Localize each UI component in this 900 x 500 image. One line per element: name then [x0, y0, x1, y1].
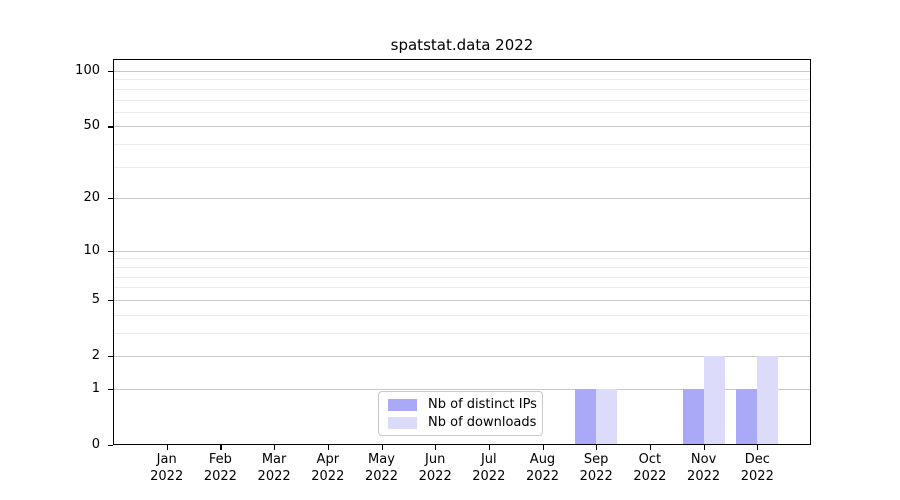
x-tick-mark	[596, 445, 598, 450]
y-tick-mark	[108, 299, 113, 301]
y-tick-mark	[108, 126, 113, 128]
x-tick-label: Dec 2022	[717, 451, 797, 485]
x-tick-mark	[649, 445, 652, 450]
x-tick-mark	[327, 445, 329, 450]
minor-gridline	[113, 258, 811, 260]
bar-downloads	[757, 356, 779, 445]
x-tick-label: Jan 2022	[127, 451, 207, 485]
x-tick-month: Oct	[638, 452, 662, 467]
legend-swatch-downloads	[388, 416, 417, 429]
major-gridline	[113, 356, 811, 357]
minor-gridline	[113, 144, 811, 146]
y-tick-label: 0	[91, 437, 100, 452]
x-tick-year: 2022	[150, 469, 184, 484]
x-tick-mark	[435, 445, 437, 450]
x-tick-year: 2022	[687, 469, 721, 484]
y-tick-mark	[108, 198, 113, 200]
y-tick-label: 50	[83, 118, 100, 134]
x-tick-label: Nov 2022	[664, 451, 744, 485]
x-tick-year: 2022	[525, 469, 560, 484]
x-tick-month: Dec	[744, 452, 770, 467]
y-tick-label: 2	[91, 348, 100, 363]
major-gridline	[113, 71, 811, 72]
x-tick-month: Nov	[690, 452, 717, 467]
x-tick-month: May	[368, 452, 395, 467]
x-tick-month: Jan	[156, 452, 177, 467]
x-tick-month: Feb	[208, 452, 232, 467]
major-gridline	[113, 299, 811, 301]
bar-distinct-ips	[682, 388, 704, 445]
x-tick-mark	[220, 445, 222, 450]
major-gridline	[113, 126, 811, 128]
x-tick-mark	[381, 445, 383, 450]
minor-gridline	[113, 266, 811, 268]
x-tick-month: Apr	[316, 452, 340, 467]
x-tick-mark	[166, 445, 168, 450]
x-tick-year: 2022	[740, 469, 774, 484]
x-tick-label: May 2022	[342, 451, 422, 485]
y-tick-label: 100	[75, 63, 100, 78]
legend-label-downloads: Nb of downloads	[428, 415, 537, 430]
y-tick-mark	[108, 356, 113, 358]
x-tick-year: 2022	[257, 469, 291, 484]
major-gridline	[113, 250, 811, 252]
x-tick-label: Feb 2022	[180, 451, 260, 485]
minor-gridline	[113, 287, 811, 289]
major-gridline	[113, 388, 811, 390]
x-tick-label: Apr 2022	[288, 451, 368, 485]
legend: Nb of distinct IPs Nb of downloads	[378, 391, 543, 436]
x-tick-year: 2022	[311, 469, 345, 484]
minor-gridline	[113, 314, 811, 316]
minor-gridline	[113, 332, 811, 334]
x-tick-month: Aug	[529, 452, 556, 467]
minor-gridline	[113, 79, 811, 81]
minor-gridline	[113, 111, 811, 113]
y-tick-label: 10	[83, 242, 100, 258]
bar-distinct-ips	[736, 388, 758, 445]
x-tick-label: Sep 2022	[556, 451, 636, 485]
x-tick-mark	[488, 445, 490, 450]
x-tick-year: 2022	[472, 469, 506, 484]
x-tick-label: Jul 2022	[449, 451, 529, 485]
x-tick-label: Aug 2022	[503, 451, 583, 485]
y-tick-mark	[108, 250, 113, 252]
x-tick-label: Oct 2022	[610, 451, 690, 485]
y-tick-label: 5	[91, 291, 100, 307]
x-tick-year: 2022	[364, 469, 399, 484]
x-tick-label: Jun 2022	[395, 451, 475, 485]
legend-label-distinct-ips: Nb of distinct IPs	[428, 397, 537, 412]
bar-downloads	[703, 356, 725, 445]
x-tick-label: Mar 2022	[234, 451, 314, 485]
x-tick-year: 2022	[579, 469, 613, 484]
x-tick-mark	[703, 445, 705, 450]
x-tick-month: Sep	[583, 452, 609, 467]
minor-gridline	[113, 166, 811, 168]
y-tick-mark	[108, 445, 113, 447]
legend-entry-distinct-ips: Nb of distinct IPs	[379, 397, 542, 412]
minor-gridline	[113, 99, 811, 101]
x-tick-month: Mar	[261, 452, 287, 467]
bar-downloads	[596, 388, 618, 445]
legend-entry-downloads: Nb of downloads	[379, 415, 542, 430]
chart-title: spatstat.data 2022	[390, 36, 534, 54]
x-tick-month: Jun	[425, 452, 446, 467]
y-tick-mark	[108, 388, 113, 390]
x-tick-year: 2022	[418, 469, 452, 484]
x-tick-mark	[274, 445, 276, 450]
y-tick-label: 1	[91, 380, 100, 396]
y-tick-label: 20	[83, 190, 100, 206]
minor-gridline	[113, 276, 811, 278]
x-tick-mark	[542, 445, 544, 450]
legend-swatch-distinct-ips	[388, 398, 417, 411]
x-tick-month: Jul	[480, 452, 497, 467]
major-gridline	[113, 198, 811, 200]
x-tick-mark	[757, 445, 759, 450]
bar-distinct-ips	[575, 388, 597, 445]
x-tick-year: 2022	[203, 469, 237, 484]
y-tick-mark	[108, 71, 113, 73]
x-tick-year: 2022	[633, 469, 667, 484]
minor-gridline	[113, 88, 811, 90]
